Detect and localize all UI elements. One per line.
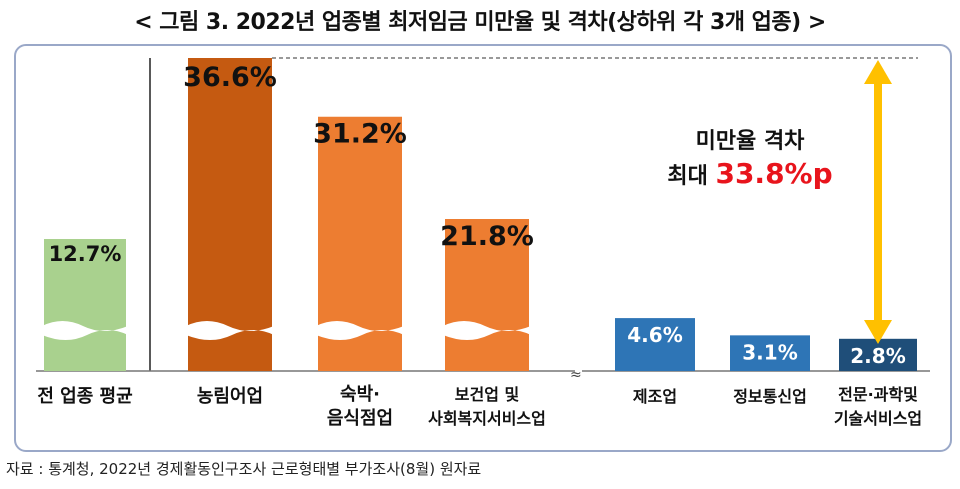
- category-label-3-line1: 보건업 및: [455, 385, 519, 404]
- value-label-6: 2.8%: [850, 344, 905, 368]
- category-label-6-line1: 전문·과학및: [838, 385, 918, 404]
- value-label-2: 31.2%: [313, 119, 407, 150]
- bar-6: [839, 338, 917, 371]
- source-note: 자료 : 통계청, 2022년 경제활동인구조사 근로형태별 부가조사(8월) …: [6, 460, 482, 478]
- value-label-5: 3.1%: [742, 340, 797, 364]
- gap-arrow-head-bottom: [864, 320, 892, 344]
- value-label-0: 12.7%: [49, 242, 122, 266]
- category-label-4: 제조업: [633, 387, 677, 406]
- value-label-1: 36.6%: [183, 62, 277, 93]
- bar-5: [730, 335, 810, 371]
- bar-3: [445, 219, 529, 371]
- bar-break-2: [316, 321, 404, 340]
- bar-break-1: [186, 321, 274, 340]
- value-label-4: 4.6%: [627, 323, 682, 347]
- category-label-2-line2: 음식점업: [327, 408, 393, 429]
- category-label-3-line2: 사회복지서비스업: [428, 409, 546, 428]
- gap-annotation-value: 33.8%p: [715, 157, 833, 190]
- gap-annotation-line2: 최대 33.8%p: [640, 158, 860, 193]
- category-label-6-line2: 기술서비스업: [834, 409, 922, 428]
- gap-arrow-head-top: [864, 60, 892, 84]
- gap-annotation-line1: 미만율 격차: [695, 129, 805, 154]
- gap-annotation: 미만율 격차 최대 33.8%p: [640, 126, 860, 193]
- chart-title: < 그림 3. 2022년 업종별 최저임금 미만율 및 격차(상하위 각 3개…: [134, 10, 826, 35]
- category-label-0: 전 업종 평균: [37, 386, 132, 407]
- bar-break-0: [42, 321, 128, 340]
- bar-0: [44, 239, 126, 371]
- bar-4: [615, 318, 695, 371]
- bar-break-3: [443, 321, 531, 340]
- axis-break-mark: ≈: [570, 367, 582, 383]
- value-label-3: 21.8%: [440, 221, 534, 252]
- bar-1: [188, 58, 272, 371]
- gap-annotation-prefix: 최대: [667, 164, 716, 189]
- category-label-5: 정보통신업: [733, 387, 807, 406]
- category-label-1: 농림어업: [197, 386, 263, 407]
- category-label-2-line1: 숙박·: [340, 384, 380, 405]
